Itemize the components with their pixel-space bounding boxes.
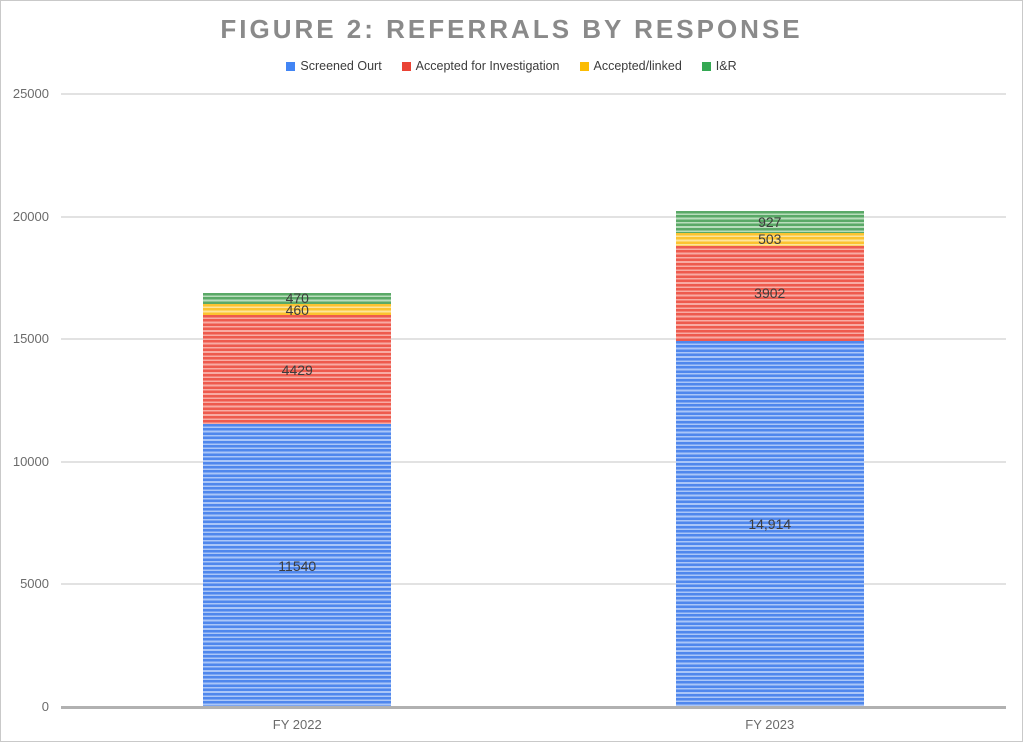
gridline — [61, 583, 1006, 586]
y-tick-label: 15000 — [12, 331, 49, 347]
bar-segment — [675, 245, 864, 342]
y-tick-label: 25000 — [12, 86, 49, 101]
legend-item: I&R — [701, 59, 737, 73]
bar-segment — [203, 315, 392, 425]
legend: Screened Ourt Accepted for Investigation A… — [1, 59, 1022, 73]
bar-value-label: 460 — [285, 301, 309, 318]
y-tick-label: 20000 — [12, 208, 49, 224]
legend-marker-icon — [401, 61, 411, 71]
bar-value-label: 927 — [758, 213, 782, 230]
bar-value-label: 11540 — [278, 557, 317, 574]
x-axis-line — [61, 705, 1006, 709]
bar-value-label: 14,914 — [748, 516, 792, 533]
gridline — [61, 93, 1006, 95]
y-tick-label: 10000 — [12, 453, 49, 469]
legend-marker-icon — [701, 61, 711, 71]
legend-label: Accepted for Investigation — [415, 59, 560, 73]
bar-value-label: 3902 — [754, 285, 786, 302]
y-tick-label: 0 — [41, 699, 49, 714]
gridline — [61, 338, 1006, 341]
legend-marker-icon — [579, 61, 589, 71]
bar-segment — [203, 304, 392, 316]
gridline — [61, 215, 1006, 218]
legend-item: Accepted/linked — [579, 59, 682, 73]
bar-value-label: 503 — [758, 231, 782, 248]
legend-item: Accepted for Investigation — [401, 59, 560, 73]
bar-segment — [203, 424, 392, 707]
y-tick-label: 5000 — [20, 576, 49, 592]
bar-value-label: 4429 — [281, 361, 313, 378]
legend-label: Accepted/linked — [593, 59, 682, 73]
legend-label: I&R — [715, 59, 737, 73]
legend-item: Screened Ourt — [286, 59, 382, 73]
legend-label: Screened Ourt — [300, 59, 382, 73]
chart-title: FIGURE 2: REFERRALS BY RESPONSE — [220, 14, 803, 44]
x-tick-label: FY 2022 — [272, 717, 322, 732]
bar-segment — [675, 210, 864, 234]
bar-value-label: 470 — [285, 290, 309, 307]
gridline — [61, 460, 1006, 463]
bar-segment — [675, 341, 864, 707]
bar-segment — [675, 233, 864, 246]
legend-marker-icon — [286, 61, 296, 71]
bar-segment — [203, 292, 392, 305]
x-tick-label: FY 2023 — [745, 717, 795, 732]
